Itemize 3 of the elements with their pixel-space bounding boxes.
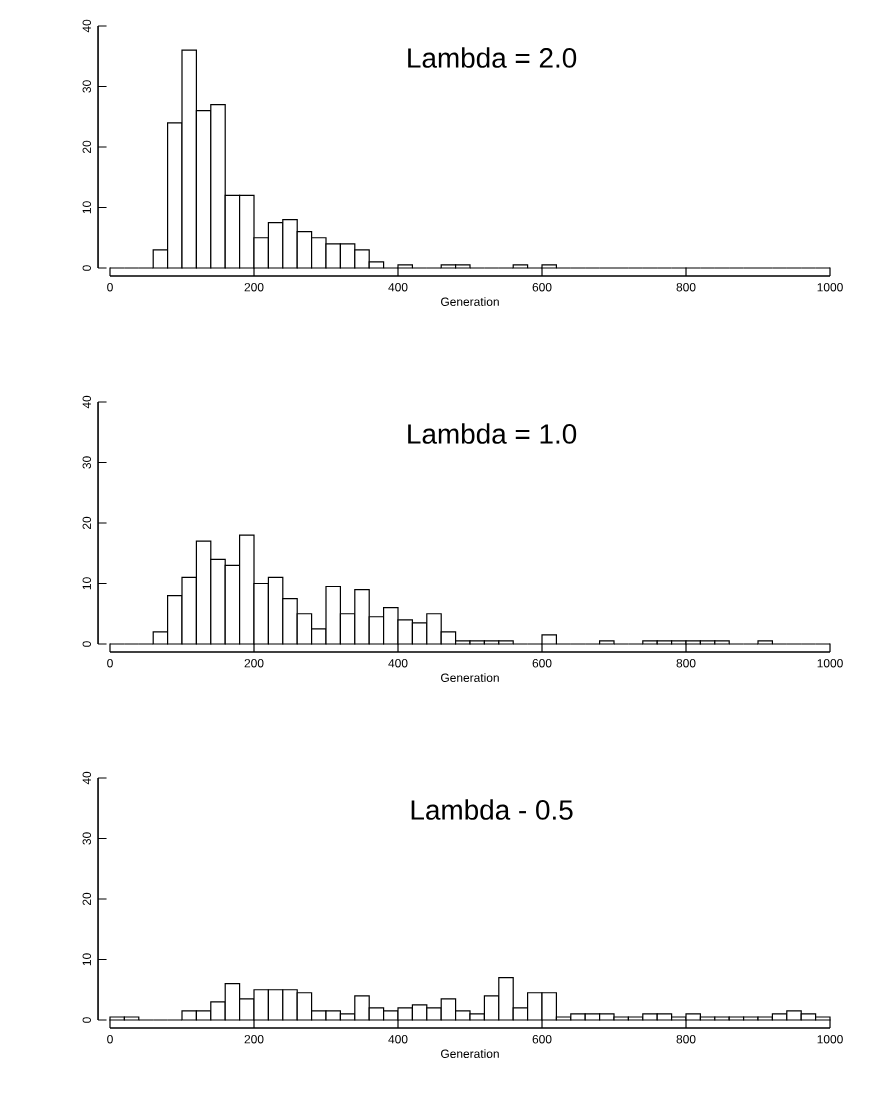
text: Lambda = 1.0	[408, 423, 577, 444]
text: Lambda - 0.5	[411, 799, 573, 820]
text: Lambda = 2.0	[408, 47, 577, 68]
